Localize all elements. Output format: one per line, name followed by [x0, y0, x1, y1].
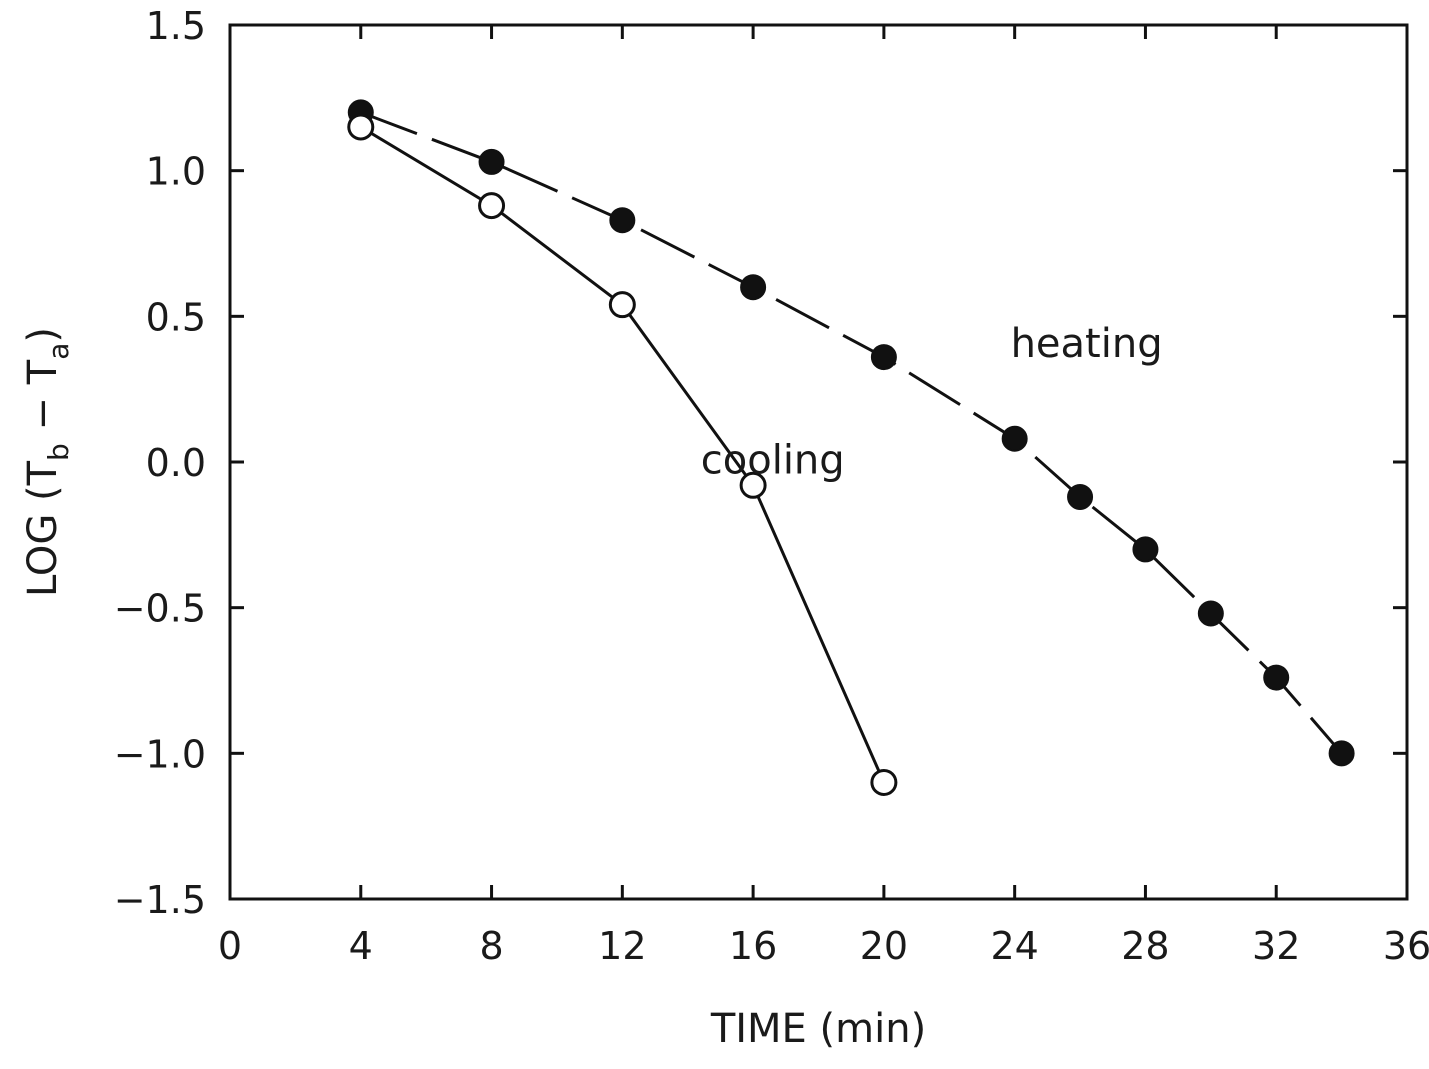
- y-axis-title-sub-a: a: [42, 343, 75, 360]
- heating-data-point: [1001, 425, 1028, 452]
- y-tick-label: 1.5: [146, 4, 206, 48]
- x-tick-label: 20: [860, 924, 908, 968]
- x-tick-label: 16: [729, 924, 777, 968]
- y-axis-title-sub-b: b: [42, 443, 75, 461]
- y-tick-label: 0.0: [146, 441, 206, 485]
- y-axis-title-main: LOG (T: [20, 460, 66, 597]
- y-tick-label: 0.5: [146, 295, 206, 339]
- heating-data-point: [1328, 740, 1355, 767]
- series-annotations: heating cooling: [701, 321, 1163, 484]
- series-points: [347, 99, 1355, 796]
- series-lines: [360, 110, 1343, 784]
- x-tick-label: 4: [349, 924, 373, 968]
- heating-data-point: [478, 148, 505, 175]
- x-tick-label: 36: [1383, 924, 1429, 968]
- y-axis-title: LOG (Tb − Ta): [20, 327, 75, 597]
- cooling-data-point: [739, 471, 767, 499]
- heating-data-point: [740, 274, 767, 301]
- cooling-data-point: [478, 192, 506, 220]
- cooling-data-point: [608, 291, 636, 319]
- x-axis-title: TIME (min): [710, 1006, 926, 1052]
- heating-data-point: [609, 207, 636, 234]
- plot-frame: [228, 23, 1409, 901]
- cooling-annotation: cooling: [701, 438, 845, 484]
- x-tick-label: 8: [479, 924, 503, 968]
- x-tick-label: 32: [1252, 924, 1300, 968]
- cooling-data-point: [870, 768, 898, 796]
- x-tick-label: 28: [1121, 924, 1169, 968]
- heating-data-point: [1132, 536, 1159, 563]
- x-tick-label: 0: [218, 924, 242, 968]
- y-tick-label: 1.0: [146, 150, 206, 194]
- y-axis-title-mid: − T: [20, 359, 66, 443]
- y-tick-label: −1.0: [114, 732, 206, 776]
- y-tick-label: −1.5: [114, 878, 206, 922]
- axis-tick-labels: 0 4 8 12 16 20 24 28 32 36 −1.5 −1.0 −0.5 0.0 0.5 1.0 1.…: [114, 4, 1429, 968]
- x-tick-label: 12: [598, 924, 646, 968]
- axis-ticks: [228, 23, 1409, 901]
- heating-data-point: [1263, 664, 1290, 691]
- cooling-data-point: [347, 113, 375, 141]
- y-axis-title-close: ): [20, 327, 66, 343]
- x-tick-label: 24: [990, 924, 1038, 968]
- heating-data-point: [1067, 483, 1094, 510]
- heating-annotation: heating: [1011, 321, 1163, 367]
- heating-series-line: [360, 110, 1343, 755]
- y-tick-label: −0.5: [114, 587, 206, 631]
- heating-data-point: [870, 344, 897, 371]
- heating-data-point: [1197, 600, 1224, 627]
